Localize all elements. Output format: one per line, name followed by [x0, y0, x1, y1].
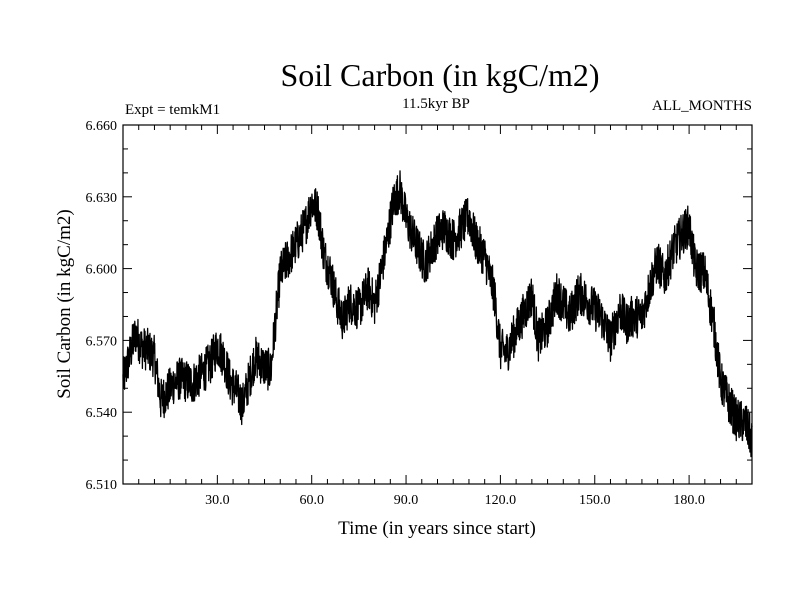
x-tick-label: 60.0: [299, 493, 324, 508]
series-layer: [122, 170, 753, 458]
y-tick-label: 6.510: [86, 478, 118, 493]
ticks-layer: 30.0 60.0 90.0 120.0 150.0 180.0 6.510 6.540 6.5…: [86, 119, 752, 508]
y-tick-label: 6.660: [86, 119, 118, 134]
experiment-label: Expt = temkM1: [125, 102, 220, 118]
x-tick-label: 90.0: [394, 493, 419, 508]
x-tick-label: 180.0: [673, 493, 705, 508]
y-tick-label: 6.600: [86, 263, 118, 278]
y-tick-label: 6.540: [86, 406, 118, 421]
x-tick-label: 30.0: [205, 493, 230, 508]
y-tick-label: 6.630: [86, 191, 118, 206]
y-tick-label: 6.570: [86, 334, 118, 349]
months-label: ALL_MONTHS: [652, 98, 752, 114]
series-line: [122, 170, 753, 458]
x-tick-label: 150.0: [579, 493, 611, 508]
x-axis-label: Time (in years since start): [338, 518, 536, 539]
x-tick-label: 120.0: [485, 493, 517, 508]
y-axis-label: Soil Carbon (in kgC/m2): [54, 209, 75, 398]
chart-title: Soil Carbon (in kgC/m2): [280, 57, 599, 93]
period-label: 11.5kyr BP: [402, 96, 470, 112]
plot-frame: [122, 124, 753, 485]
